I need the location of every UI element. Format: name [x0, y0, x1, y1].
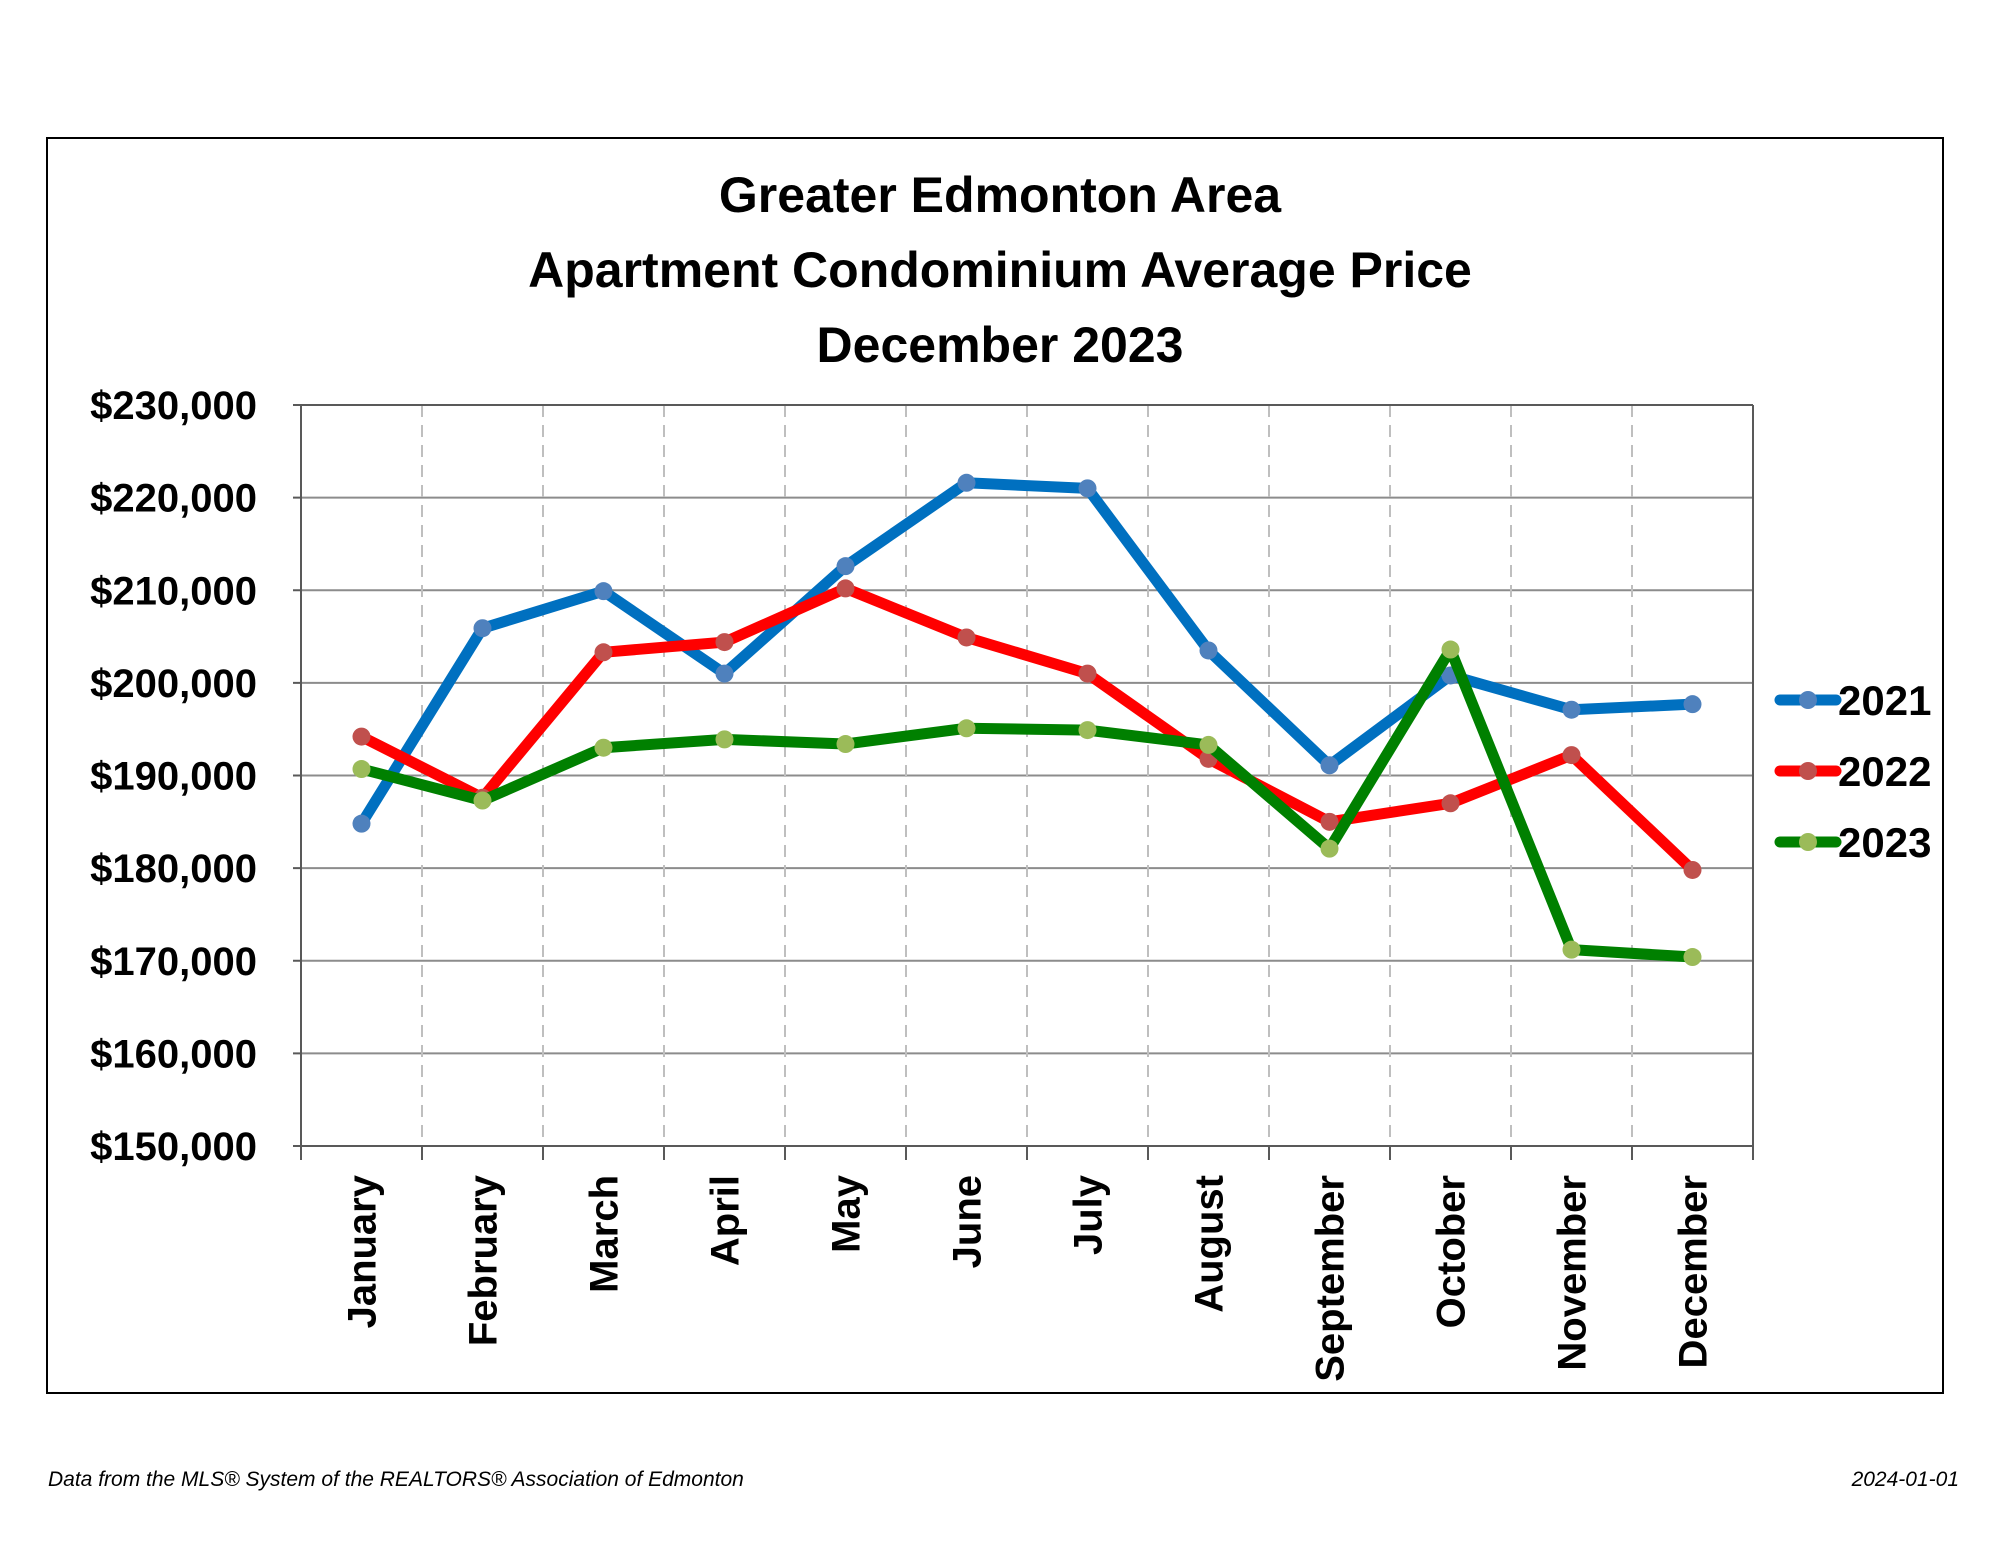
series-2023 [352, 640, 1702, 967]
data-point-2021 [715, 664, 734, 683]
x-tick-label: June [946, 1175, 990, 1268]
legend-label: 2023 [1838, 819, 1931, 866]
data-point-2023 [957, 719, 976, 738]
data-point-2021 [1078, 479, 1097, 498]
data-point-2022 [1320, 812, 1339, 831]
series-2021 [352, 473, 1702, 833]
chart-title: Greater Edmonton Area Apartment Condomin… [528, 167, 1472, 373]
data-point-2021 [957, 473, 976, 492]
data-point-2023 [473, 791, 492, 810]
legend-item-2023: 2023 [1774, 819, 1931, 866]
y-tick-label: $210,000 [90, 569, 257, 613]
data-point-2023 [594, 738, 613, 757]
y-tick-label: $150,000 [90, 1125, 257, 1169]
data-point-2023 [715, 730, 734, 749]
x-tick-label: August [1188, 1175, 1232, 1313]
y-tick-label: $170,000 [90, 940, 257, 984]
y-tick-label: $180,000 [90, 847, 257, 891]
data-point-2021 [1562, 700, 1581, 719]
legend-item-2021: 2021 [1774, 677, 1931, 724]
data-point-2023 [1441, 640, 1460, 659]
data-point-2022 [1683, 860, 1702, 879]
source-note: Data from the MLS® System of the REALTOR… [48, 1468, 744, 1491]
x-tick-label: July [1067, 1174, 1111, 1255]
series-line-2021 [356, 477, 1698, 830]
legend-swatch-marker [1799, 833, 1817, 851]
legend-item-2022: 2022 [1774, 748, 1931, 795]
data-point-2021 [352, 814, 371, 833]
data-point-2022 [1441, 794, 1460, 813]
chart-title-line-2: Apartment Condominium Average Price [528, 242, 1472, 298]
data-point-2022 [594, 643, 613, 662]
data-point-2023 [836, 735, 855, 754]
x-tick-label: November [1551, 1175, 1595, 1371]
grid [301, 404, 1753, 1147]
x-tick-label: March [583, 1175, 627, 1293]
data-point-2022 [836, 579, 855, 598]
y-tick-label: $190,000 [90, 755, 257, 799]
data-point-2022 [352, 727, 371, 746]
x-tick-label: January [341, 1174, 385, 1328]
data-point-2021 [836, 557, 855, 576]
data-point-2023 [1078, 721, 1097, 740]
chart-title-line-3: December 2023 [817, 317, 1184, 373]
legend: 2021 2022 2023 [1774, 677, 1931, 866]
data-point-2022 [715, 633, 734, 652]
y-tick-label: $200,000 [90, 662, 257, 706]
y-tick-label: $160,000 [90, 1032, 257, 1076]
data-point-2023 [1199, 735, 1218, 754]
chart-frame [46, 137, 1944, 1394]
x-tick-label: May [825, 1174, 869, 1253]
data-point-2021 [1320, 756, 1339, 775]
data-point-2022 [1078, 664, 1097, 683]
chart-title-line-1: Greater Edmonton Area [719, 167, 1282, 223]
data-point-2021 [594, 582, 613, 601]
x-tick-label: December [1672, 1175, 1716, 1368]
data-point-2023 [1683, 948, 1702, 967]
report-date: 2024-01-01 [1851, 1468, 1959, 1491]
data-point-2023 [352, 760, 371, 779]
data-point-2021 [473, 619, 492, 638]
legend-label: 2022 [1838, 748, 1931, 795]
legend-swatch-marker [1799, 691, 1817, 709]
y-tick-label: $230,000 [90, 384, 257, 428]
data-point-2022 [957, 628, 976, 647]
x-tick-label: April [704, 1175, 748, 1266]
series-line-2023 [356, 644, 1698, 963]
data-point-2021 [1683, 695, 1702, 714]
legend-swatch-marker [1799, 762, 1817, 780]
series-line-2022 [356, 582, 1698, 876]
data-point-2021 [1199, 641, 1218, 660]
x-tick-label: February [462, 1174, 506, 1346]
plot-series [352, 473, 1702, 967]
x-tick-label: October [1430, 1175, 1474, 1328]
data-point-2023 [1562, 940, 1581, 959]
data-point-2023 [1320, 839, 1339, 858]
x-tick-label: September [1309, 1175, 1353, 1382]
data-point-2022 [1562, 746, 1581, 765]
y-tick-label: $220,000 [90, 477, 257, 521]
legend-label: 2021 [1838, 677, 1931, 724]
axes: $150,000 $160,000 $170,000 $180,000 $190,000… [90, 384, 1754, 1382]
